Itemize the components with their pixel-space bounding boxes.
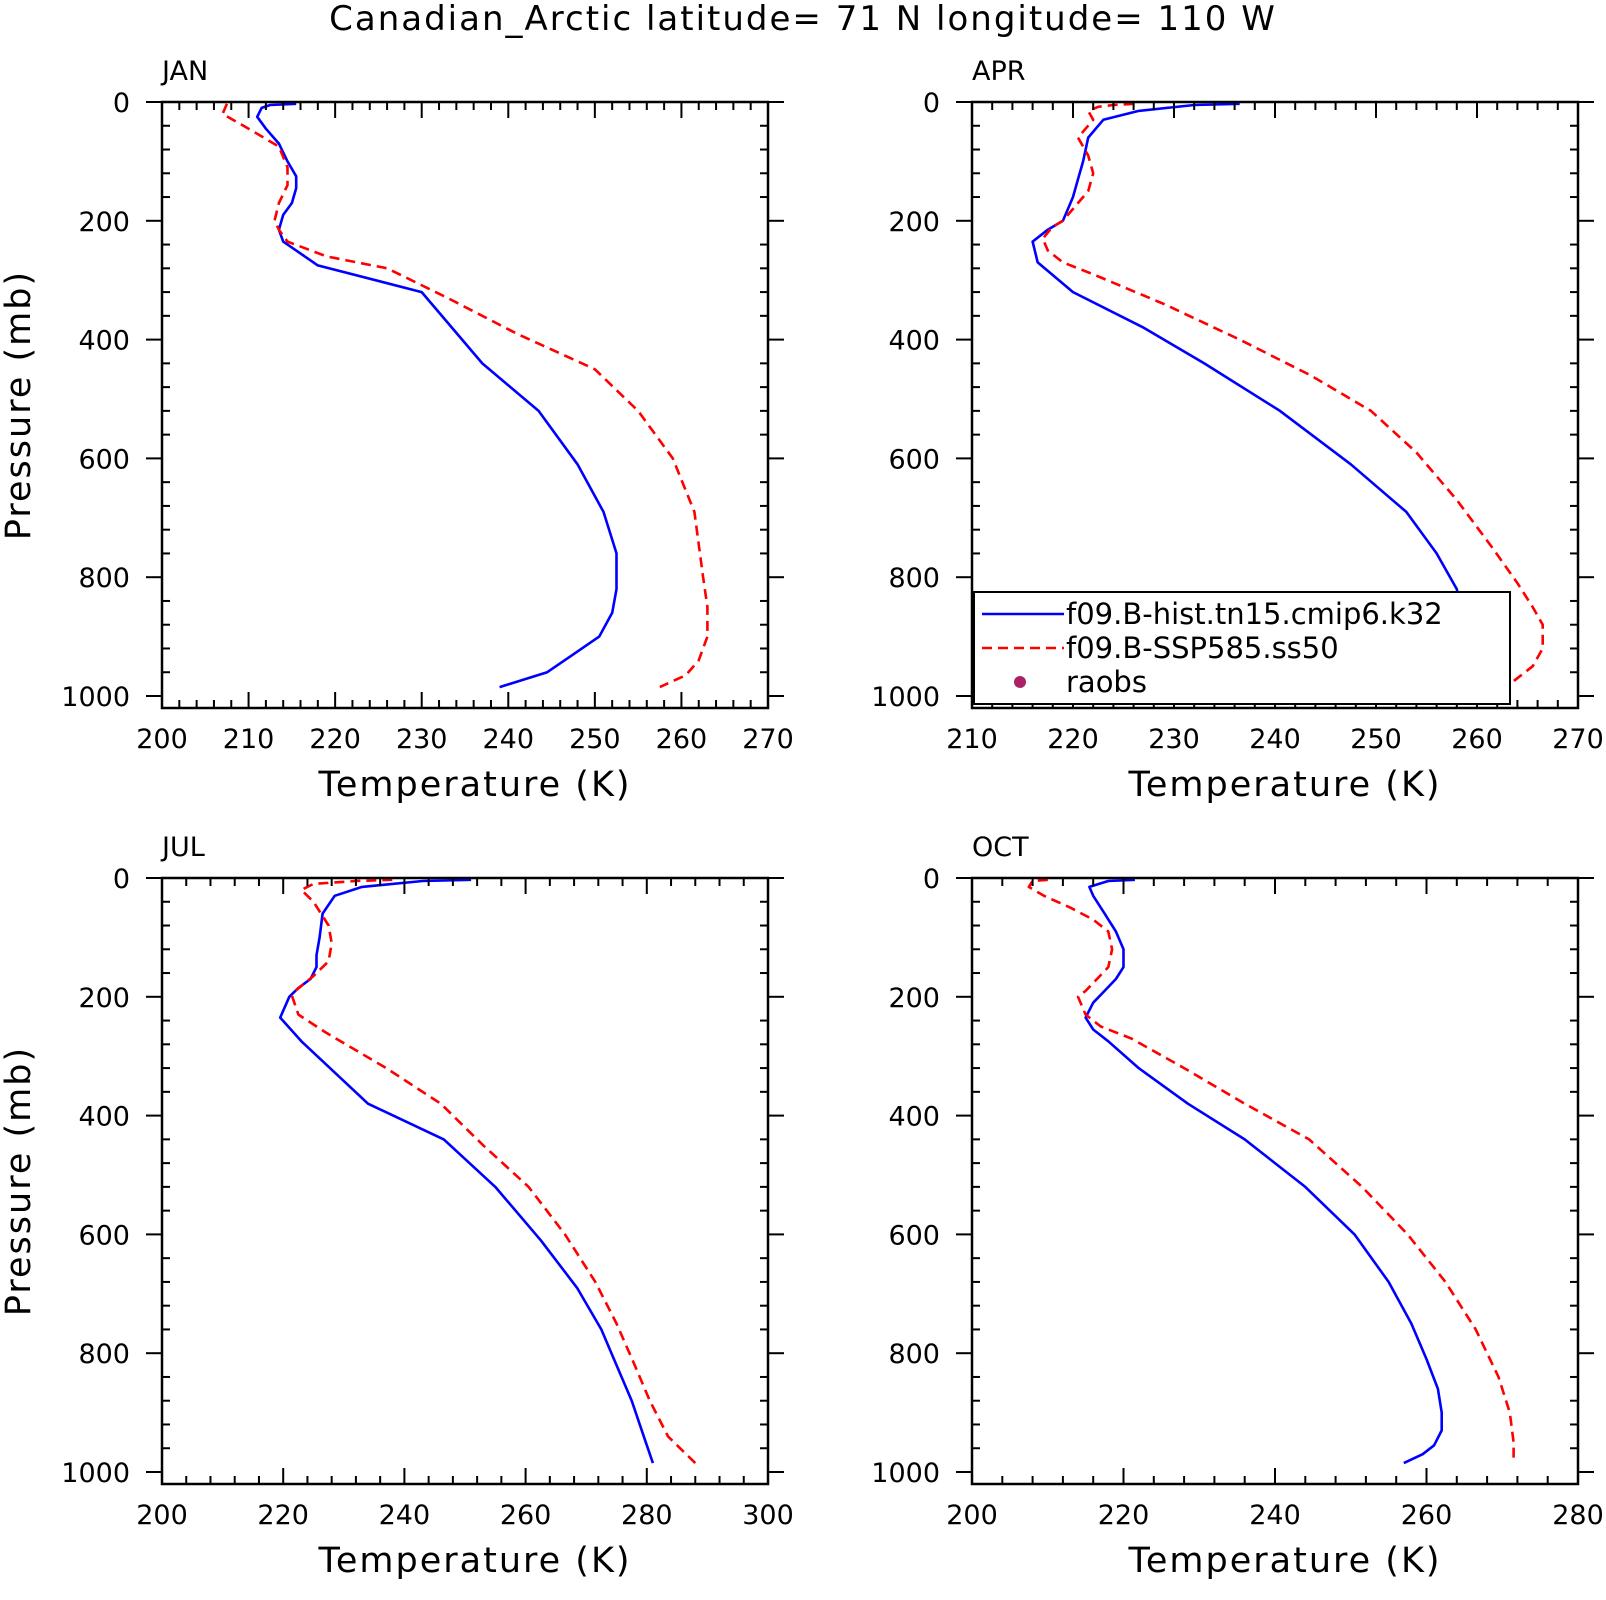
y-tick-label: 0 [113, 88, 130, 119]
x-tick-label: 260 [1401, 1500, 1453, 1531]
y-tick-label: 600 [888, 1220, 940, 1251]
y-tick-label: 400 [888, 326, 940, 357]
legend-entry-label: raobs [1066, 665, 1147, 699]
x-tick-label: 280 [621, 1500, 673, 1531]
y-tick-label: 0 [923, 88, 940, 119]
y-tick-label: 600 [78, 444, 130, 475]
y-tick-label: 600 [78, 1220, 130, 1251]
series-line-hist-oct [1084, 878, 1443, 1465]
plot-frame [970, 876, 1580, 1486]
x-tick-label: 240 [1249, 724, 1301, 755]
x-tick-label: 220 [309, 724, 361, 755]
x-tick-label: 240 [483, 724, 535, 755]
legend-entry-label: f09.B-SSP585.ss50 [1066, 631, 1339, 665]
x-tick-label: 240 [379, 1500, 431, 1531]
x-tick-label: 260 [656, 724, 708, 755]
y-tick-label: 200 [888, 983, 940, 1014]
y-tick-label: 400 [78, 1102, 130, 1133]
panel-jul: 200 220 240 260 280 300 0 200 400 600 800 1000 JUL Te… [0, 832, 794, 1581]
panel-label: JUL [160, 832, 205, 863]
panel-jan: 200 210 220 230 240 250 260 270 0 200 400 600 800 100… [0, 56, 794, 805]
x-tick-label: 280 [1552, 1500, 1604, 1531]
x-tick-label: 230 [1148, 724, 1200, 755]
x-axis-label: Temperature (K) [317, 1541, 631, 1581]
x-tick-label: 200 [136, 724, 188, 755]
y-tick-label: 1000 [871, 682, 940, 713]
y-tick-label: 200 [78, 983, 130, 1014]
x-tick-label: 210 [223, 724, 275, 755]
legend-entry-label: f09.B-hist.tn15.cmip6.k32 [1066, 597, 1443, 631]
x-axis-label: Temperature (K) [1127, 1541, 1441, 1581]
legend-marker-raobs [1014, 676, 1026, 688]
y-tick-label: 0 [923, 864, 940, 895]
x-tick-label: 240 [1249, 1500, 1301, 1531]
x-tick-label: 270 [1552, 724, 1604, 755]
series-line-ssp585-jul [290, 878, 697, 1465]
series-line-ssp585-apr [1041, 102, 1544, 692]
series-line-hist-jul [278, 878, 655, 1464]
x-tick-label: 220 [257, 1500, 309, 1531]
panel-label: OCT [972, 832, 1029, 863]
x-tick-label: 220 [1098, 1500, 1150, 1531]
y-tick-label: 1000 [61, 1458, 130, 1489]
x-tick-label: 200 [136, 1500, 188, 1531]
y-tick-label: 200 [78, 207, 130, 238]
panel-apr: 210 220 230 240 250 260 270 0 200 400 600 800 1000 AP… [871, 56, 1603, 805]
y-tick-label: 800 [888, 563, 940, 594]
panel-oct: 200 220 240 260 280 0 200 400 600 800 1000 OCT Tempe… [871, 832, 1603, 1581]
x-axis-label: Temperature (K) [1127, 765, 1441, 805]
y-tick-label: 1000 [61, 682, 130, 713]
y-tick-label: 400 [78, 326, 130, 357]
y-tick-label: 1000 [871, 1458, 940, 1489]
x-tick-label: 250 [1350, 724, 1402, 755]
x-tick-label: 210 [946, 724, 998, 755]
panel-label: APR [972, 56, 1026, 87]
y-tick-label: 0 [113, 864, 130, 895]
x-tick-label: 230 [396, 724, 448, 755]
x-axis-label: Temperature (K) [317, 765, 631, 805]
series-line-ssp585-jan [221, 103, 709, 689]
figure-title: Canadian_Arctic latitude= 71 N longitude… [329, 0, 1277, 39]
x-tick-label: 250 [569, 724, 621, 755]
y-tick-label: 800 [78, 563, 130, 594]
y-tick-label: 400 [888, 1102, 940, 1133]
y-tick-label: 200 [888, 207, 940, 238]
x-tick-label: 270 [742, 724, 794, 755]
panels: 200 210 220 230 240 250 260 270 0 200 400 600 800 100… [0, 56, 1604, 1581]
y-axis-label: Pressure (mb) [0, 270, 39, 540]
y-tick-label: 800 [78, 1339, 130, 1370]
x-tick-label: 260 [500, 1500, 552, 1531]
series-line-hist-jan [255, 102, 618, 689]
y-axis-label: Pressure (mb) [0, 1046, 39, 1316]
legend: f09.B-hist.tn15.cmip6.k32f09.B-SSP585.ss… [973, 591, 1511, 705]
x-tick-label: 260 [1451, 724, 1503, 755]
y-tick-label: 800 [888, 1339, 940, 1370]
panel-label: JAN [160, 56, 208, 87]
x-tick-label: 300 [742, 1500, 794, 1531]
y-tick-label: 600 [888, 444, 940, 475]
x-tick-label: 220 [1047, 724, 1099, 755]
plot-frame [160, 876, 770, 1486]
x-tick-label: 200 [946, 1500, 998, 1531]
series-line-ssp585-oct [1027, 878, 1515, 1464]
plot-frame [160, 100, 770, 710]
